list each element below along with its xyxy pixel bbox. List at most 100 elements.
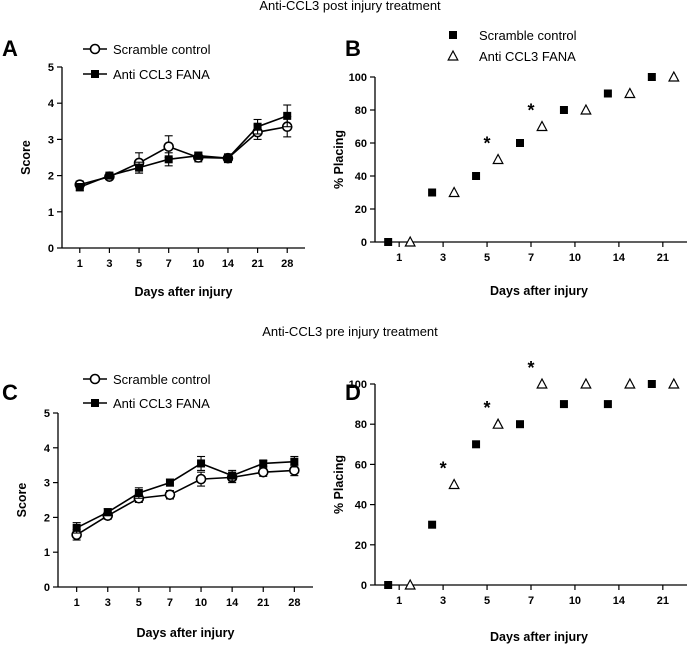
- top-section-title: Anti-CCL3 post injury treatment: [259, 0, 441, 13]
- y-tick-label: 60: [355, 138, 367, 150]
- series-line: [76, 469, 295, 536]
- series-line: [79, 115, 288, 188]
- y-tick-label: 0: [361, 237, 367, 249]
- data-point: [105, 171, 114, 180]
- data-point: [448, 478, 460, 490]
- x-axis-label: Days after injury: [135, 285, 233, 299]
- y-tick-label: 0: [44, 582, 50, 594]
- significance-marker: *: [527, 358, 534, 378]
- data-point: [134, 489, 143, 498]
- data-point: [259, 459, 268, 468]
- data-point: [668, 377, 680, 389]
- significance-marker: *: [440, 459, 447, 479]
- data-point: [492, 153, 504, 165]
- data-point: [195, 473, 207, 485]
- legend: Scramble control Anti CCL3 FANA: [83, 372, 211, 411]
- data-point: [603, 89, 612, 98]
- data-point: [647, 73, 656, 81]
- legend-marker: [91, 70, 99, 78]
- legend-item: Anti CCL3 FANA: [83, 67, 210, 82]
- data-point: [197, 459, 206, 468]
- series-scramble-control: [384, 73, 656, 246]
- x-tick-label: 3: [440, 252, 446, 264]
- legend-item: Scramble control: [83, 372, 211, 387]
- data-point: [559, 400, 568, 409]
- data-point: [668, 70, 680, 82]
- x-tick-label: 14: [226, 597, 239, 609]
- data-point: [135, 163, 144, 172]
- y-tick-label: 80: [355, 419, 367, 431]
- x-tick-label: 5: [136, 258, 142, 270]
- data-point: [223, 154, 232, 163]
- data-point: [516, 420, 524, 429]
- data-point: [428, 520, 437, 529]
- series-scramble-control: [71, 464, 300, 541]
- data-point: [103, 508, 112, 517]
- y-tick-label: 100: [349, 72, 367, 84]
- data-point: [559, 106, 568, 114]
- y-tick-label: 20: [355, 540, 367, 552]
- data-point: [624, 377, 636, 389]
- x-tick-label: 1: [74, 597, 80, 609]
- y-tick-label: 5: [44, 408, 50, 420]
- panel-letter: B: [345, 36, 361, 61]
- legend-marker: [89, 43, 101, 55]
- legend-label: Anti CCL3 FANA: [113, 67, 210, 82]
- x-tick-label: 1: [396, 252, 402, 264]
- data-point: [472, 172, 481, 180]
- x-tick-label: 5: [484, 252, 490, 264]
- legend: Scramble control Anti CCL3 FANA: [447, 28, 577, 64]
- legend-item: Anti CCL3 FANA: [83, 396, 210, 411]
- data-point: [603, 400, 612, 409]
- legend-label: Anti CCL3 FANA: [479, 49, 576, 64]
- x-tick-label: 14: [613, 252, 626, 264]
- panel-letter: D: [345, 380, 361, 405]
- x-tick-label: 21: [251, 258, 263, 270]
- data-point: [428, 188, 437, 197]
- legend-label: Anti CCL3 FANA: [113, 396, 210, 411]
- y-tick-label: 3: [48, 134, 54, 146]
- y-tick-label: 5: [48, 62, 54, 74]
- y-tick-label: 4: [48, 98, 55, 110]
- x-tick-label: 21: [657, 252, 669, 264]
- x-tick-label: 28: [288, 597, 300, 609]
- x-tick-label: 7: [167, 597, 173, 609]
- y-tick-label: 80: [355, 105, 367, 117]
- data-point: [492, 417, 504, 429]
- y-tick-label: 3: [44, 478, 50, 490]
- y-axis-label: % Placing: [332, 455, 346, 514]
- legend-label: Scramble control: [113, 372, 211, 387]
- series-scramble-control: [384, 380, 656, 589]
- data-point: [228, 471, 237, 480]
- legend: Scramble control Anti CCL3 FANA: [83, 42, 211, 82]
- x-tick-label: 28: [281, 258, 293, 270]
- y-tick-label: 0: [361, 580, 367, 592]
- x-tick-label: 10: [569, 595, 581, 607]
- significance-marker: *: [527, 101, 534, 121]
- y-tick-label: 2: [44, 512, 50, 524]
- series-anti-ccl3-fana: [404, 377, 680, 590]
- legend-item: Anti CCL3 FANA: [447, 49, 576, 64]
- x-tick-label: 14: [613, 595, 626, 607]
- data-point: [75, 183, 84, 192]
- data-point: [253, 122, 262, 131]
- x-tick-label: 1: [77, 258, 83, 270]
- x-tick-label: 1: [396, 595, 402, 607]
- panel-letter: C: [2, 380, 18, 405]
- significance-marker: *: [484, 134, 491, 154]
- panel-b: B 0 20 40 60 80 100 1 3 5 7 10 14 21 Days after injury…: [332, 28, 687, 298]
- legend-marker: [89, 373, 101, 385]
- data-point: [516, 139, 524, 147]
- y-tick-label: 100: [349, 379, 367, 391]
- panel-c: C 0 1 2 3 4 5 1 3 5 7 10 14 21 28 Days after injury Scor…: [2, 372, 313, 640]
- data-point: [580, 377, 592, 389]
- y-axis-label: % Placing: [332, 130, 346, 189]
- data-point: [257, 466, 269, 478]
- panel-a: A 0 1 2 3 4 5 1 3 5 7 10 14 21 28 Days after injury Scor…: [2, 36, 305, 299]
- x-axis-label: Days after injury: [490, 284, 588, 298]
- series-line: [76, 460, 295, 529]
- legend-item: Scramble control: [83, 42, 211, 57]
- legend-marker: [447, 49, 459, 61]
- x-tick-label: 7: [528, 595, 534, 607]
